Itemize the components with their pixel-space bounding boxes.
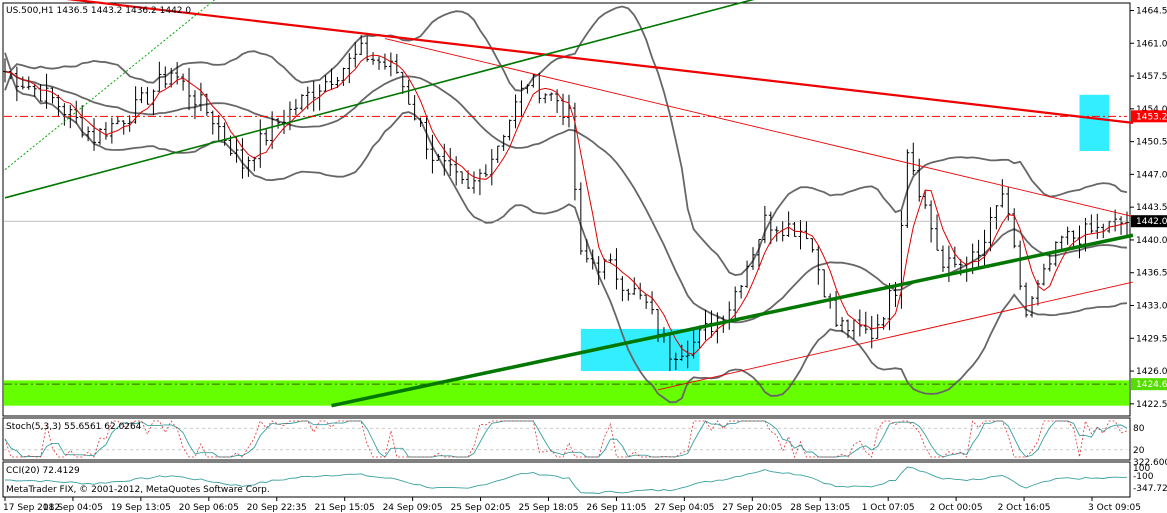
stoch-tick-label: 20 xyxy=(1133,446,1145,456)
cci-tick-label: 100 xyxy=(1133,464,1150,474)
moving-average xyxy=(4,54,1128,356)
zone-box-high xyxy=(1079,94,1110,151)
price-tick-label: 1461.0 xyxy=(1136,39,1167,49)
trendline-green-thick xyxy=(331,233,1134,408)
time-tick-label: 28 Sep 13:05 xyxy=(790,503,850,513)
time-tick-label: 19 Sep 13:05 xyxy=(111,503,171,513)
cci-tick-label: -100 xyxy=(1133,472,1154,482)
time-tick-label: 2 Oct 16:05 xyxy=(998,503,1051,513)
price-tick-label: 1450.5 xyxy=(1136,138,1167,148)
time-tick-label: 2 Oct 00:05 xyxy=(930,503,983,513)
trendline-red-thick xyxy=(66,0,1134,124)
stoch-k-line xyxy=(4,420,1128,458)
price-axis: 1464.5 1461.0 1457.5 1454.0 1450.5 1447.0 1443… xyxy=(1130,6,1167,410)
band-lower xyxy=(4,72,1128,404)
trendline-red-thin-upper xyxy=(384,38,1134,217)
price-tick-label: 1464.5 xyxy=(1136,6,1167,16)
time-tick-label: 3 Oct 09:05 xyxy=(1088,503,1141,513)
price-marker-label: 1442.0 xyxy=(1136,217,1167,227)
time-tick-label: 21 Sep 15:05 xyxy=(315,503,375,513)
horizontal-levels xyxy=(4,115,1127,385)
cci-tick-label: 322.600 xyxy=(1133,458,1167,468)
time-tick-label: 20 Sep 22:35 xyxy=(247,503,307,513)
time-tick-label: 26 Sep 11:05 xyxy=(586,503,646,513)
price-tick-label: 1443.5 xyxy=(1136,203,1167,213)
cci-pane-frame xyxy=(2,461,1131,498)
time-tick-label: 27 Sep 04:05 xyxy=(654,503,714,513)
price-pane-frame xyxy=(2,2,1131,417)
time-tick-label: 24 Sep 09:05 xyxy=(383,503,443,513)
dotted-trendline xyxy=(4,0,216,171)
price-tick-label: 1457.5 xyxy=(1136,72,1167,82)
price-tick-label: 1447.0 xyxy=(1136,170,1167,180)
price-tick-label: 1433.0 xyxy=(1136,301,1167,311)
stoch-pane-frame xyxy=(2,417,1131,461)
price-marker xyxy=(1131,110,1167,123)
time-tick-label: 1 Oct 07:05 xyxy=(862,503,915,513)
price-tick-label: 1426.0 xyxy=(1136,367,1167,377)
stoch-lines xyxy=(4,419,1128,459)
stoch-tick-label: 80 xyxy=(1133,424,1145,434)
stoch-d-line xyxy=(4,419,1128,459)
ma-line xyxy=(4,54,1128,356)
stoch-axis: 80 20 xyxy=(1133,424,1145,456)
copyright-text: MetaTrader FIX, © 2001-2012, MetaQuotes … xyxy=(6,485,270,495)
cci-pane: CCI(20) 72.4129 MetaTrader FIX, © 2001-2… xyxy=(2,461,1131,498)
cci-label: CCI(20) 72.4129 xyxy=(6,466,80,476)
price-marker-label: 1453.2 xyxy=(1136,112,1167,122)
price-pane: US.500,H1 1436.5 1443.2 1436.2 1442.0 xyxy=(2,0,1134,417)
time-tick-label: 25 Sep 18:05 xyxy=(518,503,578,513)
cci-tick-label: -347.720 xyxy=(1133,484,1167,494)
cci-path xyxy=(4,466,1128,494)
time-tick-label: 27 Sep 20:05 xyxy=(722,503,782,513)
time-tick-label: 20 Sep 06:05 xyxy=(179,503,239,513)
price-tick-label: 1454.0 xyxy=(1136,105,1167,115)
stoch-label: Stoch(5,3,3) 55.6561 62.0264 xyxy=(6,422,142,432)
stochastic-pane: Stoch(5,3,3) 55.6561 62.0264 xyxy=(2,417,1131,461)
symbol-header: US.500,H1 1436.5 1443.2 1436.2 1442.0 xyxy=(6,6,191,16)
trendline-green-upper xyxy=(4,0,755,199)
price-tick-label: 1440.0 xyxy=(1136,236,1167,246)
trendline-red-thin-lower xyxy=(657,281,1134,391)
price-marker xyxy=(1131,215,1167,228)
price-marker-label: 1424.6 xyxy=(1136,380,1167,390)
price-tick-label: 1429.5 xyxy=(1136,334,1167,344)
price-tick-label: 1436.5 xyxy=(1136,269,1167,279)
trendlines-layer xyxy=(4,0,1134,408)
price-tick-label: 1422.5 xyxy=(1136,400,1167,410)
price-marker xyxy=(1131,378,1167,391)
cci-line xyxy=(4,466,1128,494)
time-tick-label: 17 Sep 2012 xyxy=(3,503,60,513)
time-tick-label: 18 Sep 04:05 xyxy=(43,503,103,513)
time-tick-label: 25 Sep 02:05 xyxy=(451,503,511,513)
